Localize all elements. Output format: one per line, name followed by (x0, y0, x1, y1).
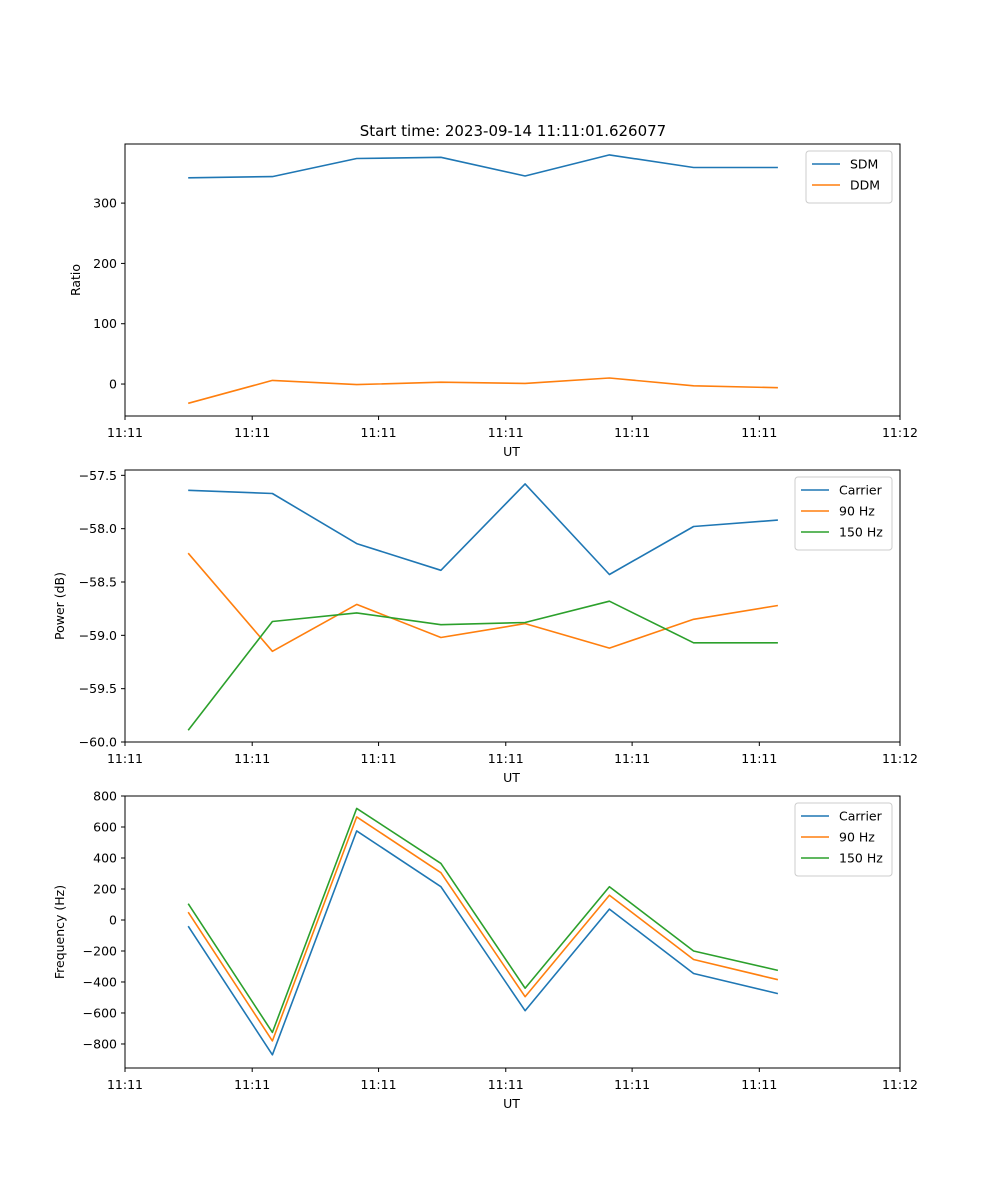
y-tick-label: 200 (93, 256, 117, 271)
x-tick-label: 11:12 (882, 1077, 918, 1092)
legend-label-ddm: DDM (850, 178, 880, 193)
y-tick-label: 600 (93, 819, 117, 834)
chart-panel-3: −800 −600 −400 −200 0 200 400 600 800 11:11 11:11 1… (52, 789, 918, 1112)
y-tick-label: 100 (93, 316, 117, 331)
x-tick-label: 11:11 (741, 1077, 777, 1092)
x-tick-label: 11:11 (741, 425, 777, 440)
y-tick-label: 200 (93, 881, 117, 896)
legend-label-carrier: Carrier (839, 483, 883, 498)
x-axis-label: UT (503, 1096, 520, 1111)
legend-label-150-hz: 150 Hz (839, 851, 883, 866)
x-tick-label: 11:11 (234, 751, 270, 766)
x-axis-label: UT (503, 444, 520, 459)
series-line-sdm (188, 154, 778, 179)
x-axis-label: UT (503, 770, 520, 785)
legend-label-sdm: SDM (850, 157, 878, 172)
series-line-carrier (187, 830, 779, 1056)
y-axis-label: Ratio (68, 264, 83, 296)
series-line-150-hz (187, 807, 779, 1034)
series-lines (187, 154, 778, 405)
x-tick-label: 11:11 (234, 1077, 270, 1092)
axes-frame (124, 469, 901, 743)
y-tick-label: −200 (83, 943, 117, 958)
legend-label-90-hz: 90 Hz (839, 504, 875, 519)
y-tick-label: 300 (93, 196, 117, 211)
x-tick-label: 11:12 (882, 751, 918, 766)
x-tick-label: 11:11 (614, 1077, 650, 1092)
y-tick-label: 800 (93, 789, 117, 804)
x-tick-label: 11:11 (361, 1077, 397, 1092)
x-tick-label: 11:11 (234, 425, 270, 440)
series-line-90-hz (187, 816, 779, 1042)
x-tick-label: 11:11 (361, 425, 397, 440)
legend: SDM DDM (805, 150, 893, 204)
x-tick-label: 11:11 (107, 425, 143, 440)
y-axis-label: Power (dB) (52, 572, 67, 640)
y-tick-label: −600 (83, 1005, 117, 1020)
figure-title: Start time: 2023-09-14 11:11:01.626077 (360, 122, 666, 140)
series-line-150-hz (187, 600, 778, 731)
y-tick-label: −800 (83, 1036, 117, 1051)
x-tick-label: 11:11 (107, 1077, 143, 1092)
series-lines (187, 483, 779, 731)
y-tick-label: 0 (109, 377, 117, 392)
chart-panel-2: −60.0 −59.5 −59.0 −58.5 −58.0 −57.5 11:11 11:11… (52, 468, 918, 785)
axes-frame (124, 795, 901, 1069)
x-tick-label: 11:11 (361, 751, 397, 766)
series-line-90-hz (187, 552, 779, 653)
x-tick-label: 11:11 (107, 751, 143, 766)
chart-panel-1: 0 100 200 300 11:11 11:11 11:11 11:11 11:11 11:11… (68, 143, 918, 459)
y-tick-label: 0 (109, 912, 117, 927)
panels: 0 100 200 300 11:11 11:11 11:11 11:11 11:11 11:11… (52, 143, 918, 1112)
x-tick-label: 11:12 (882, 425, 918, 440)
series-lines (187, 807, 779, 1056)
x-tick-label: 11:11 (488, 425, 524, 440)
x-tick-label: 11:11 (614, 751, 650, 766)
series-line-carrier (188, 483, 778, 576)
x-tick-label: 11:11 (488, 751, 524, 766)
y-tick-label: −58.5 (79, 575, 117, 590)
y-tick-label: −58.0 (79, 521, 117, 536)
legend-label-150-hz: 150 Hz (839, 525, 883, 540)
legend-label-90-hz: 90 Hz (839, 830, 875, 845)
x-tick-label: 11:11 (741, 751, 777, 766)
y-tick-label: −59.0 (79, 628, 117, 643)
legend-label-carrier: Carrier (839, 809, 883, 824)
legend: Carrier 90 Hz 150 Hz (794, 476, 893, 551)
y-tick-label: −400 (83, 974, 117, 989)
axes-frame (124, 143, 901, 417)
x-tick-label: 11:11 (488, 1077, 524, 1092)
legend: Carrier 90 Hz 150 Hz (794, 802, 893, 877)
y-axis-label: Frequency (Hz) (52, 885, 67, 979)
y-tick-label: −57.5 (79, 468, 117, 483)
y-tick-label: 400 (93, 850, 117, 865)
x-tick-label: 11:11 (614, 425, 650, 440)
y-tick-label: −60.0 (79, 735, 117, 750)
series-line-ddm (187, 377, 778, 405)
y-tick-label: −59.5 (79, 681, 117, 696)
